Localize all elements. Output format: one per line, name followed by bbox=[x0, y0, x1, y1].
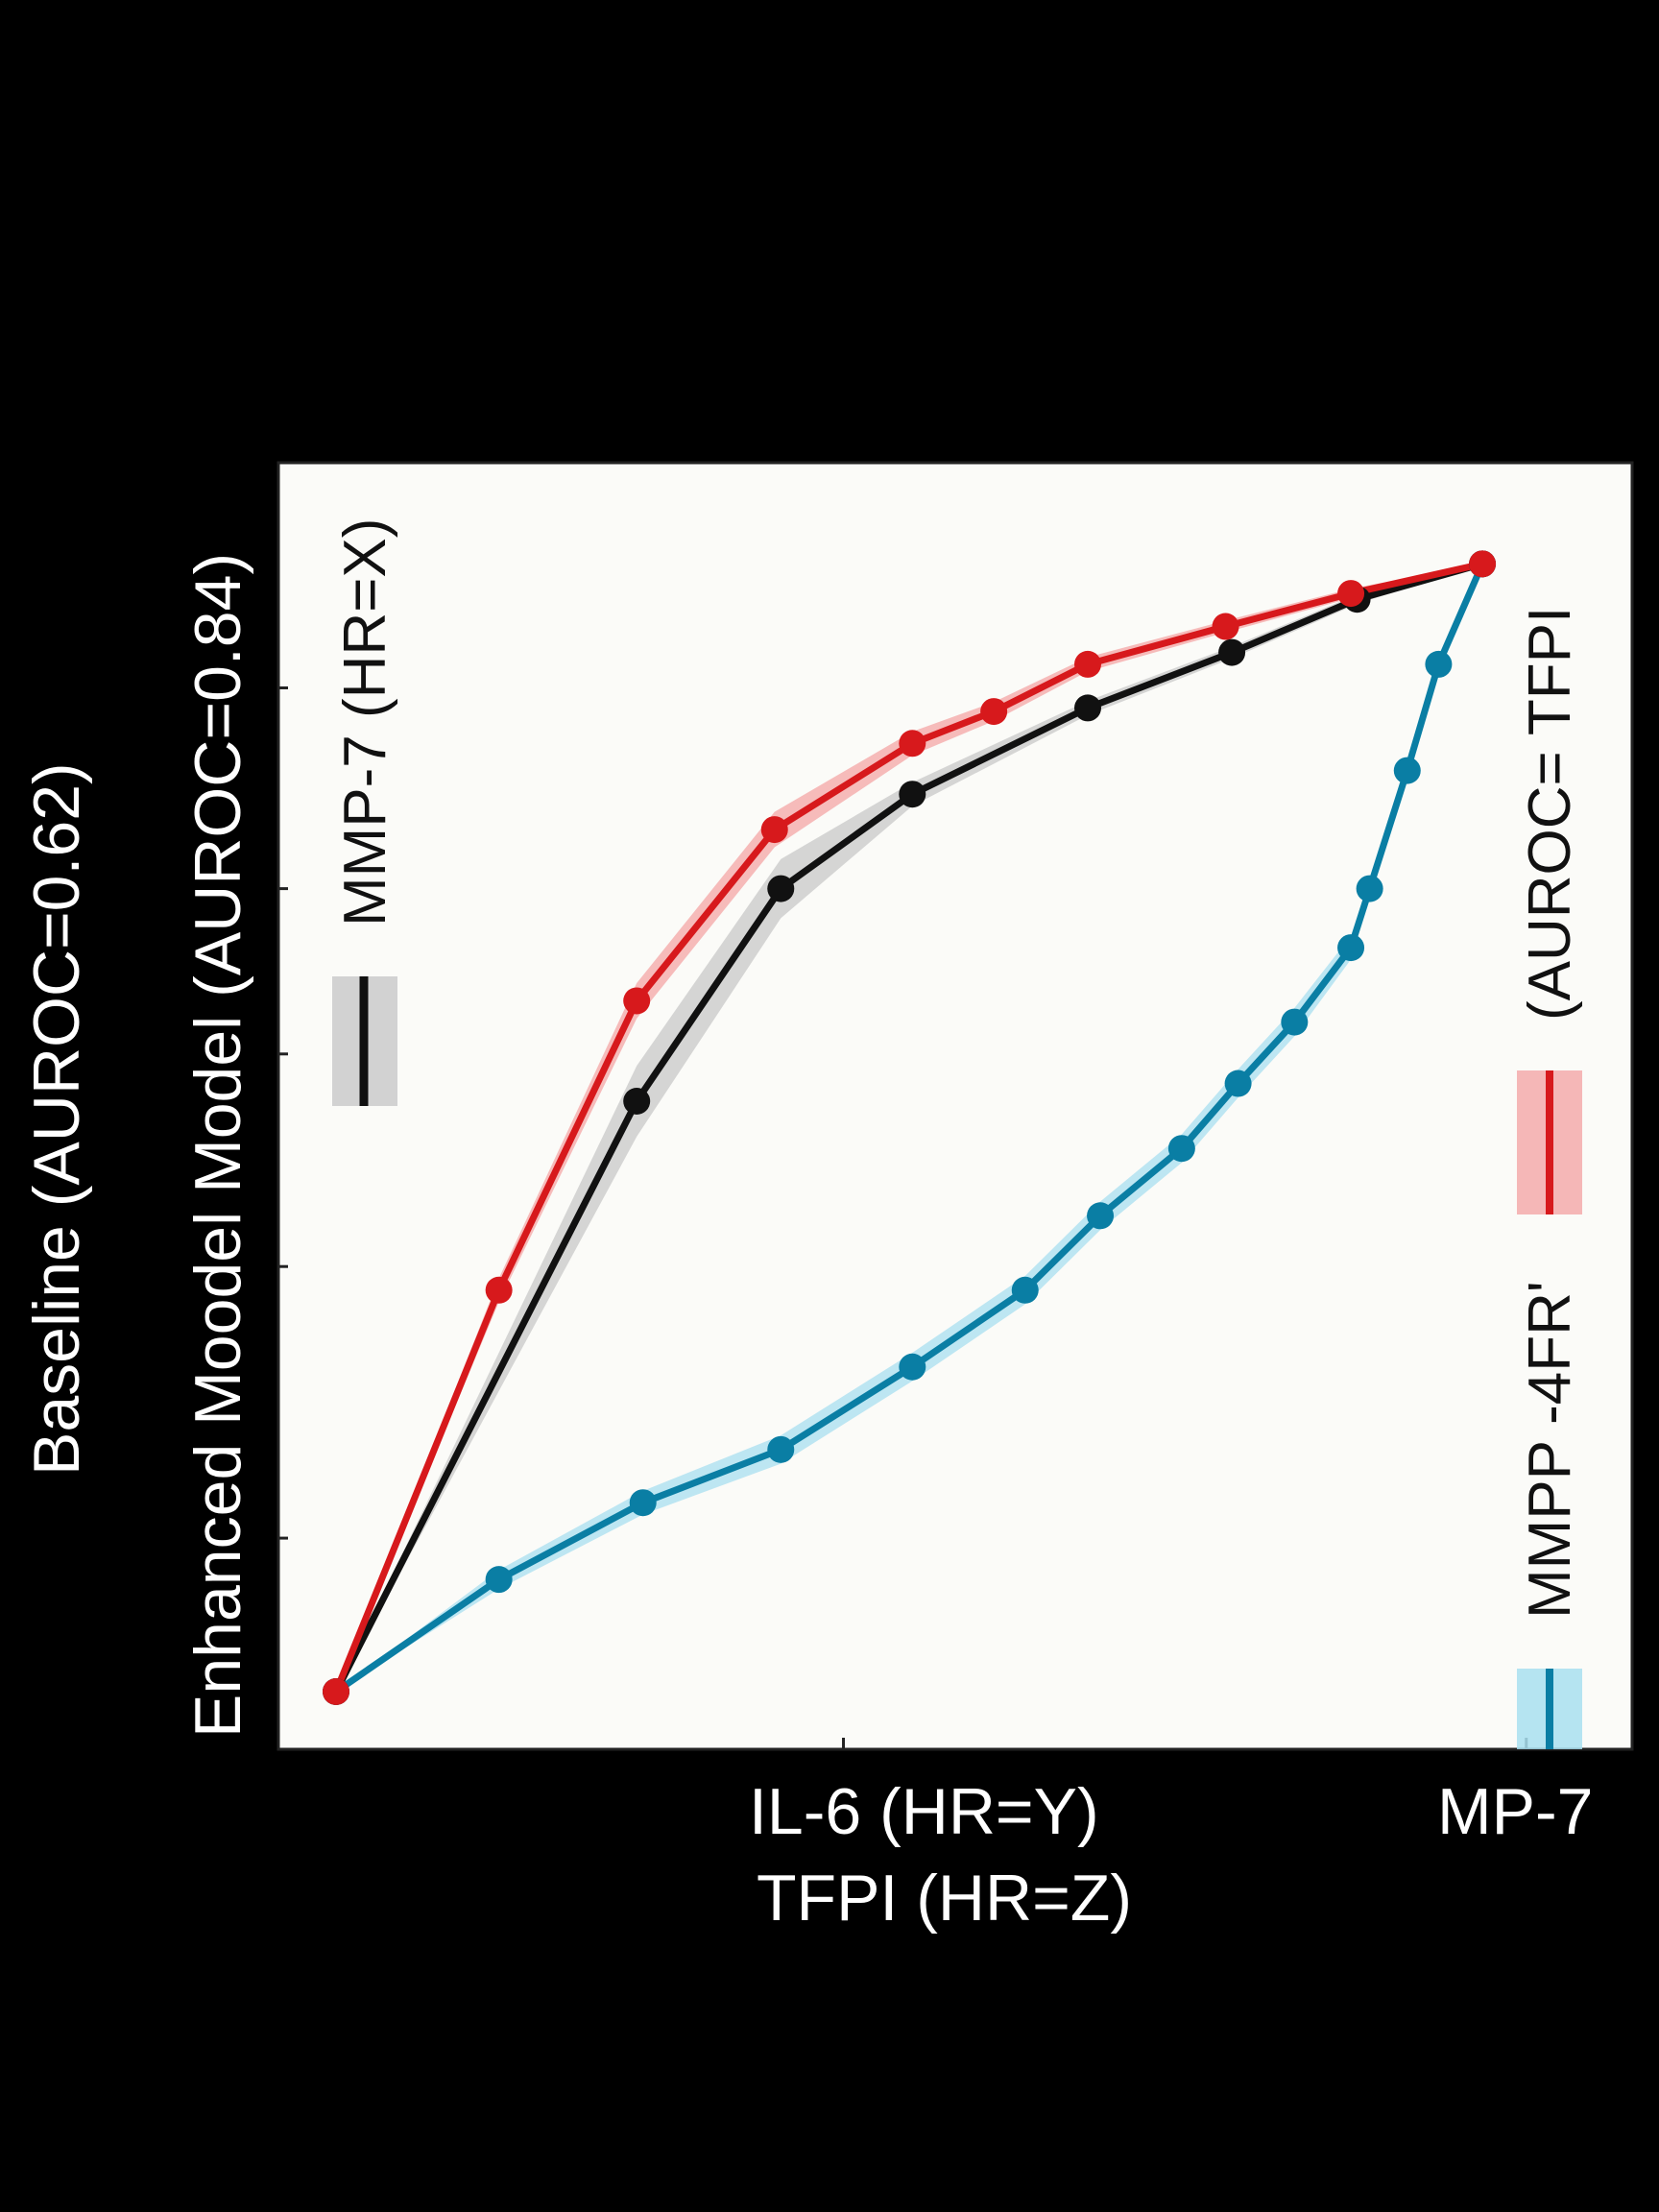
legend-label-red: (AUROC= TFPI bbox=[1517, 607, 1583, 1021]
series-line-red bbox=[332, 560, 1483, 1694]
data-point-blue bbox=[767, 1435, 795, 1463]
data-point-red bbox=[1212, 613, 1239, 640]
data-point-red bbox=[1074, 650, 1101, 678]
x-axis-label-line2: TFPI (HR=Z) bbox=[757, 1862, 1132, 1935]
data-point-blue bbox=[899, 1353, 926, 1381]
data-point-blue bbox=[1393, 757, 1421, 784]
y-axis-label-line2: Enhanced Moodel Model (AUROC=0.84) bbox=[181, 553, 254, 1738]
data-point-blue bbox=[629, 1489, 657, 1517]
series-line-black bbox=[332, 560, 1484, 1694]
data-point-blue bbox=[1337, 934, 1365, 962]
data-point-black bbox=[767, 875, 795, 902]
data-point-black bbox=[1218, 638, 1246, 666]
legend-label-blue: MMPP -4FR' bbox=[1517, 1281, 1583, 1619]
plot-background bbox=[276, 461, 1634, 1751]
data-point-red bbox=[899, 730, 926, 757]
data-point-blue bbox=[1011, 1276, 1039, 1304]
data-point-blue bbox=[1281, 1008, 1309, 1036]
x-tick-label-mp7: MP-7 bbox=[1437, 1775, 1593, 1848]
data-point-red bbox=[485, 1276, 513, 1304]
legend-label-black: MMP-7 (HR=X) bbox=[332, 518, 398, 926]
data-point-red bbox=[1469, 550, 1497, 578]
data-point-red bbox=[1337, 580, 1365, 608]
data-point-black bbox=[1074, 694, 1101, 722]
data-point-blue bbox=[1224, 1070, 1252, 1097]
data-point-blue bbox=[1167, 1135, 1195, 1163]
data-point-red bbox=[760, 816, 788, 844]
data-point-red bbox=[980, 698, 1008, 726]
data-point-blue bbox=[1425, 650, 1453, 678]
data-point-blue bbox=[1356, 875, 1383, 902]
data-point-blue bbox=[485, 1566, 513, 1594]
data-point-red bbox=[323, 1678, 349, 1705]
data-point-black bbox=[623, 1088, 651, 1115]
y-axis-label-line1: Baseline (AUROC=0.62) bbox=[20, 762, 93, 1476]
data-point-red bbox=[623, 987, 651, 1015]
data-point-blue bbox=[1087, 1202, 1115, 1230]
x-axis-label-line1: IL-6 (HR=Y) bbox=[749, 1775, 1099, 1848]
data-point-black bbox=[899, 781, 926, 808]
series-points bbox=[323, 550, 1497, 1705]
